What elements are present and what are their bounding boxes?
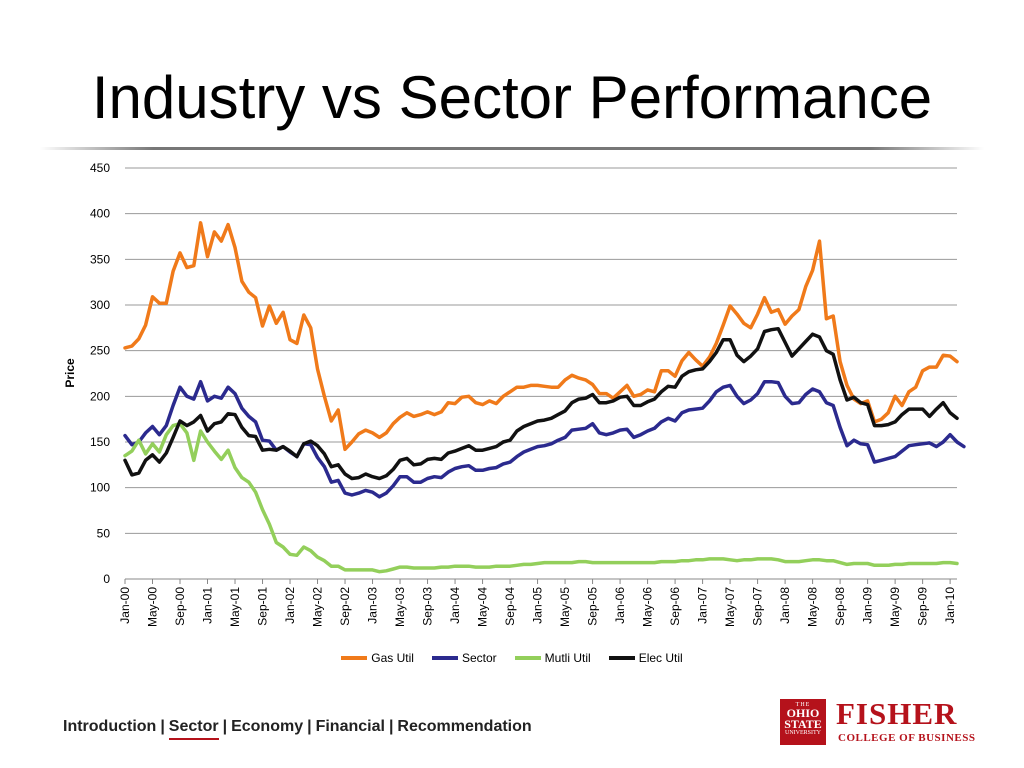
- nav-link-economy[interactable]: Economy: [231, 718, 304, 735]
- legend-label: Sector: [461, 651, 497, 665]
- x-tick-label: May-02: [311, 587, 325, 627]
- logo-name: FISHER: [836, 696, 958, 731]
- logo-subtitle: COLLEGE OF BUSINESS: [838, 732, 976, 744]
- y-tick-label: 450: [90, 161, 110, 175]
- seal-line-1: THE: [795, 702, 811, 708]
- x-tick-label: Sep-03: [421, 587, 435, 626]
- x-tick-label: May-05: [558, 587, 572, 627]
- fisher-logo: THE OHIO STATE UNIVERSITY FISHER COLLEGE…: [780, 697, 980, 747]
- x-tick-label: Sep-08: [833, 587, 847, 626]
- nav-separator: |: [222, 718, 228, 735]
- nav-link-introduction[interactable]: Introduction: [63, 718, 157, 735]
- x-tick-label: Jan-02: [283, 587, 297, 624]
- legend-label: Elec Util: [638, 651, 683, 665]
- series-lines: [123, 221, 966, 574]
- x-tick-label: May-01: [228, 587, 242, 627]
- legend-swatch: [431, 656, 458, 660]
- x-tick-label: Jan-05: [531, 587, 545, 624]
- x-tick-label: May-03: [393, 587, 407, 627]
- legend-label: Gas Util: [371, 651, 414, 665]
- series-line-mutli-util: [123, 421, 959, 574]
- x-tick-label: Jan-03: [366, 587, 380, 624]
- legend-swatch: [514, 656, 541, 660]
- seal-line-3: UNIVERSITY: [785, 730, 821, 736]
- x-tick-label: Sep-00: [173, 587, 187, 626]
- x-tick-label: May-09: [888, 587, 902, 627]
- legend-swatch: [608, 656, 635, 660]
- x-tick-label: Sep-06: [668, 587, 682, 626]
- x-tick-label: Jan-06: [613, 587, 627, 624]
- chart-legend: Gas Util Sector Mutli Util Elec Util: [0, 651, 1024, 665]
- x-tick-label: May-06: [641, 587, 655, 627]
- y-tick-label: 350: [90, 252, 110, 266]
- y-tick-labels: 0 50 100 150 200 250 300 350 400 450: [90, 161, 110, 586]
- x-tick-label: Sep-09: [916, 587, 930, 626]
- title-divider: [40, 147, 984, 150]
- x-tick-label: Sep-05: [586, 587, 600, 626]
- slide-title: Industry vs Sector Performance: [91, 64, 933, 131]
- y-tick-label: 100: [90, 481, 110, 495]
- x-tick-label: Jan-00: [118, 587, 132, 624]
- legend-item: Mutli Util: [514, 651, 591, 665]
- x-tick-label: Jan-09: [861, 587, 875, 624]
- x-tick-label: Sep-04: [503, 587, 517, 626]
- nav-separator: |: [388, 718, 394, 735]
- x-tick-label: May-07: [723, 587, 737, 627]
- x-tick-label: May-00: [146, 587, 160, 627]
- x-tick-label: May-04: [476, 587, 490, 627]
- legend-swatch: [341, 656, 368, 660]
- nav-separator: |: [307, 718, 312, 735]
- x-tick-label: Jan-04: [448, 587, 462, 624]
- x-tick-label: May-08: [806, 587, 820, 627]
- y-tick-label: 300: [90, 298, 110, 312]
- legend-label: Mutli Util: [544, 651, 591, 665]
- y-tick-label: 400: [90, 207, 110, 221]
- x-tick-label: Jan-08: [778, 587, 792, 624]
- x-tick-label: Sep-01: [256, 587, 270, 626]
- y-tick-label: 0: [103, 572, 110, 586]
- nav-link-sector[interactable]: Sector: [168, 718, 219, 740]
- y-tick-label: 200: [90, 389, 110, 403]
- nav-separator: |: [160, 718, 165, 735]
- legend-item: Elec Util: [608, 651, 683, 665]
- legend-item: Sector: [431, 651, 497, 665]
- seal-line-2: OHIO STATE: [784, 706, 822, 731]
- y-tick-label: 150: [90, 435, 110, 449]
- section-navigation: Introduction | Sector | Economy | Financial | Re…: [63, 718, 532, 740]
- series-line-sector: [123, 379, 966, 499]
- x-tick-label: Sep-02: [338, 587, 352, 626]
- nav-link-financial[interactable]: Financial: [315, 718, 385, 735]
- nav-link-recommendation[interactable]: Recommendation: [397, 718, 532, 735]
- y-tick-label: 50: [97, 526, 111, 540]
- series-line-elec-util: [123, 326, 959, 481]
- chart-gridlines: [124, 167, 957, 584]
- y-axis-label: Price: [63, 358, 77, 388]
- legend-item: Gas Util: [341, 651, 414, 665]
- x-tick-label: Sep-07: [751, 587, 765, 626]
- series-line-gas-util: [123, 221, 959, 452]
- x-tick-labels: Jan-00 May-00 Sep-00 Jan-01 May-01 Sep-01 Jan-…: [118, 587, 957, 627]
- x-tick-label: Jan-01: [201, 587, 215, 624]
- y-tick-label: 250: [90, 344, 110, 358]
- x-tick-label: Jan-07: [696, 587, 710, 624]
- ohio-state-seal: THE OHIO STATE UNIVERSITY: [780, 699, 826, 745]
- line-chart: 0 50 100 150 200 250 300 350 400 450 Jan-00 May-00…: [63, 161, 966, 627]
- x-tick-label: Jan-10: [943, 587, 957, 624]
